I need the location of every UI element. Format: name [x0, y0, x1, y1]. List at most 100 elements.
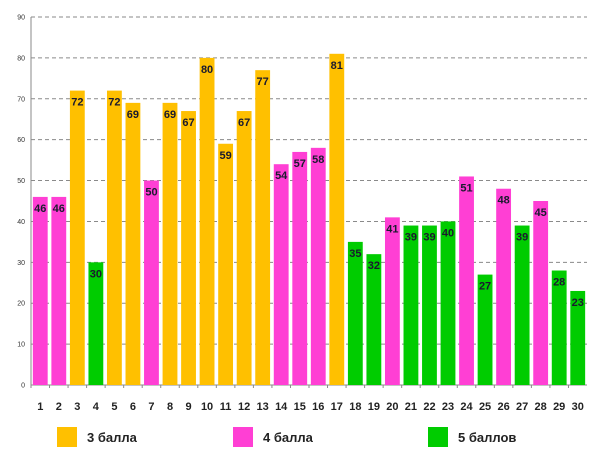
- data-label: 80: [201, 64, 213, 76]
- data-label: 41: [386, 223, 398, 235]
- data-label: 69: [164, 109, 176, 121]
- x-tick-label: 9: [185, 401, 191, 413]
- x-tick-label: 27: [516, 401, 528, 413]
- bar: [422, 225, 437, 385]
- x-tick-label: 16: [312, 401, 324, 413]
- bar: [440, 221, 456, 385]
- x-tick-label: 10: [201, 401, 213, 413]
- x-tick-label: 18: [349, 401, 361, 413]
- data-label: 32: [368, 260, 380, 272]
- bar: [236, 111, 252, 386]
- bar: [199, 57, 215, 386]
- data-label: 58: [312, 154, 324, 166]
- bar: [32, 196, 48, 385]
- data-label: 39: [405, 232, 417, 244]
- legend: 3 балла 4 балла 5 баллов: [0, 427, 593, 453]
- bar: [292, 151, 308, 385]
- data-label: 81: [331, 60, 343, 72]
- bar: [347, 241, 363, 385]
- x-tick-label: 14: [275, 401, 288, 413]
- bar: [384, 217, 400, 385]
- x-tick-label: 11: [220, 401, 232, 413]
- x-tick-label: 22: [423, 401, 435, 413]
- x-tick-label: 15: [294, 401, 306, 413]
- data-label: 28: [553, 277, 565, 289]
- bar: [496, 188, 512, 385]
- x-tick-label: 4: [93, 401, 100, 413]
- data-label: 67: [238, 117, 250, 129]
- data-label: 46: [34, 203, 46, 215]
- bar: [273, 164, 289, 385]
- data-label: 69: [127, 109, 139, 121]
- bar: [88, 262, 104, 385]
- x-tick-label: 6: [130, 401, 136, 413]
- x-tick-label: 23: [442, 401, 454, 413]
- x-tick-label: 21: [405, 401, 417, 413]
- legend-item-4: 4 балла: [233, 427, 313, 447]
- bar: [144, 180, 159, 385]
- legend-item-5: 5 баллов: [428, 427, 516, 447]
- x-tick-label: 30: [572, 401, 584, 413]
- data-label: 39: [423, 232, 435, 244]
- x-tick-label: 25: [479, 401, 491, 413]
- y-tick-label: 30: [17, 260, 25, 267]
- data-label: 59: [219, 150, 231, 162]
- x-tick-label: 13: [257, 401, 269, 413]
- data-label: 27: [479, 281, 491, 293]
- x-tick-label: 8: [167, 401, 173, 413]
- y-tick-label: 50: [17, 178, 25, 185]
- y-tick-label: 60: [17, 137, 25, 144]
- bar: [51, 196, 67, 385]
- bar: [570, 290, 586, 385]
- x-tick-label: 17: [331, 401, 343, 413]
- bar: [551, 270, 567, 385]
- bar: [533, 201, 549, 385]
- bar-chart: 0102030405060708090146246372430572669750…: [17, 15, 587, 413]
- bar: [310, 147, 326, 385]
- bar: [459, 176, 474, 385]
- data-label: 40: [442, 227, 454, 239]
- data-label: 35: [349, 248, 361, 260]
- bar: [403, 225, 419, 385]
- y-tick-label: 70: [17, 96, 25, 103]
- bar: [329, 53, 345, 386]
- bar: [477, 274, 493, 385]
- x-tick-label: 24: [460, 401, 473, 413]
- bar: [181, 111, 196, 386]
- data-label: 77: [257, 76, 269, 88]
- data-label: 45: [535, 207, 547, 219]
- legend-swatch-4: [233, 427, 253, 447]
- data-label: 39: [516, 232, 528, 244]
- data-label: 72: [108, 97, 120, 109]
- legend-label-5: 5 баллов: [458, 429, 517, 445]
- bar: [69, 90, 85, 385]
- data-label: 30: [90, 268, 102, 280]
- data-label: 57: [294, 158, 306, 170]
- y-tick-label: 20: [17, 301, 25, 308]
- x-tick-label: 3: [74, 401, 80, 413]
- bar: [106, 90, 122, 385]
- data-label: 50: [145, 187, 157, 199]
- legend-swatch-3: [57, 427, 77, 447]
- legend-swatch-5: [428, 427, 448, 447]
- x-tick-label: 12: [238, 401, 250, 413]
- bar: [218, 143, 234, 385]
- x-tick-label: 20: [386, 401, 398, 413]
- bar: [514, 225, 530, 385]
- y-tick-label: 80: [17, 55, 25, 62]
- x-tick-label: 28: [535, 401, 547, 413]
- x-tick-label: 7: [148, 401, 154, 413]
- legend-label-3: 3 балла: [87, 429, 137, 445]
- bar: [125, 102, 141, 385]
- data-label: 48: [497, 195, 509, 207]
- data-label: 67: [182, 117, 194, 129]
- x-tick-label: 1: [37, 401, 43, 413]
- data-label: 72: [71, 97, 83, 109]
- legend-item-3: 3 балла: [57, 427, 137, 447]
- x-tick-label: 19: [368, 401, 380, 413]
- x-tick-label: 26: [497, 401, 509, 413]
- y-tick-label: 0: [21, 383, 25, 390]
- y-tick-label: 40: [17, 219, 25, 226]
- x-tick-label: 5: [111, 401, 117, 413]
- bar: [162, 102, 178, 385]
